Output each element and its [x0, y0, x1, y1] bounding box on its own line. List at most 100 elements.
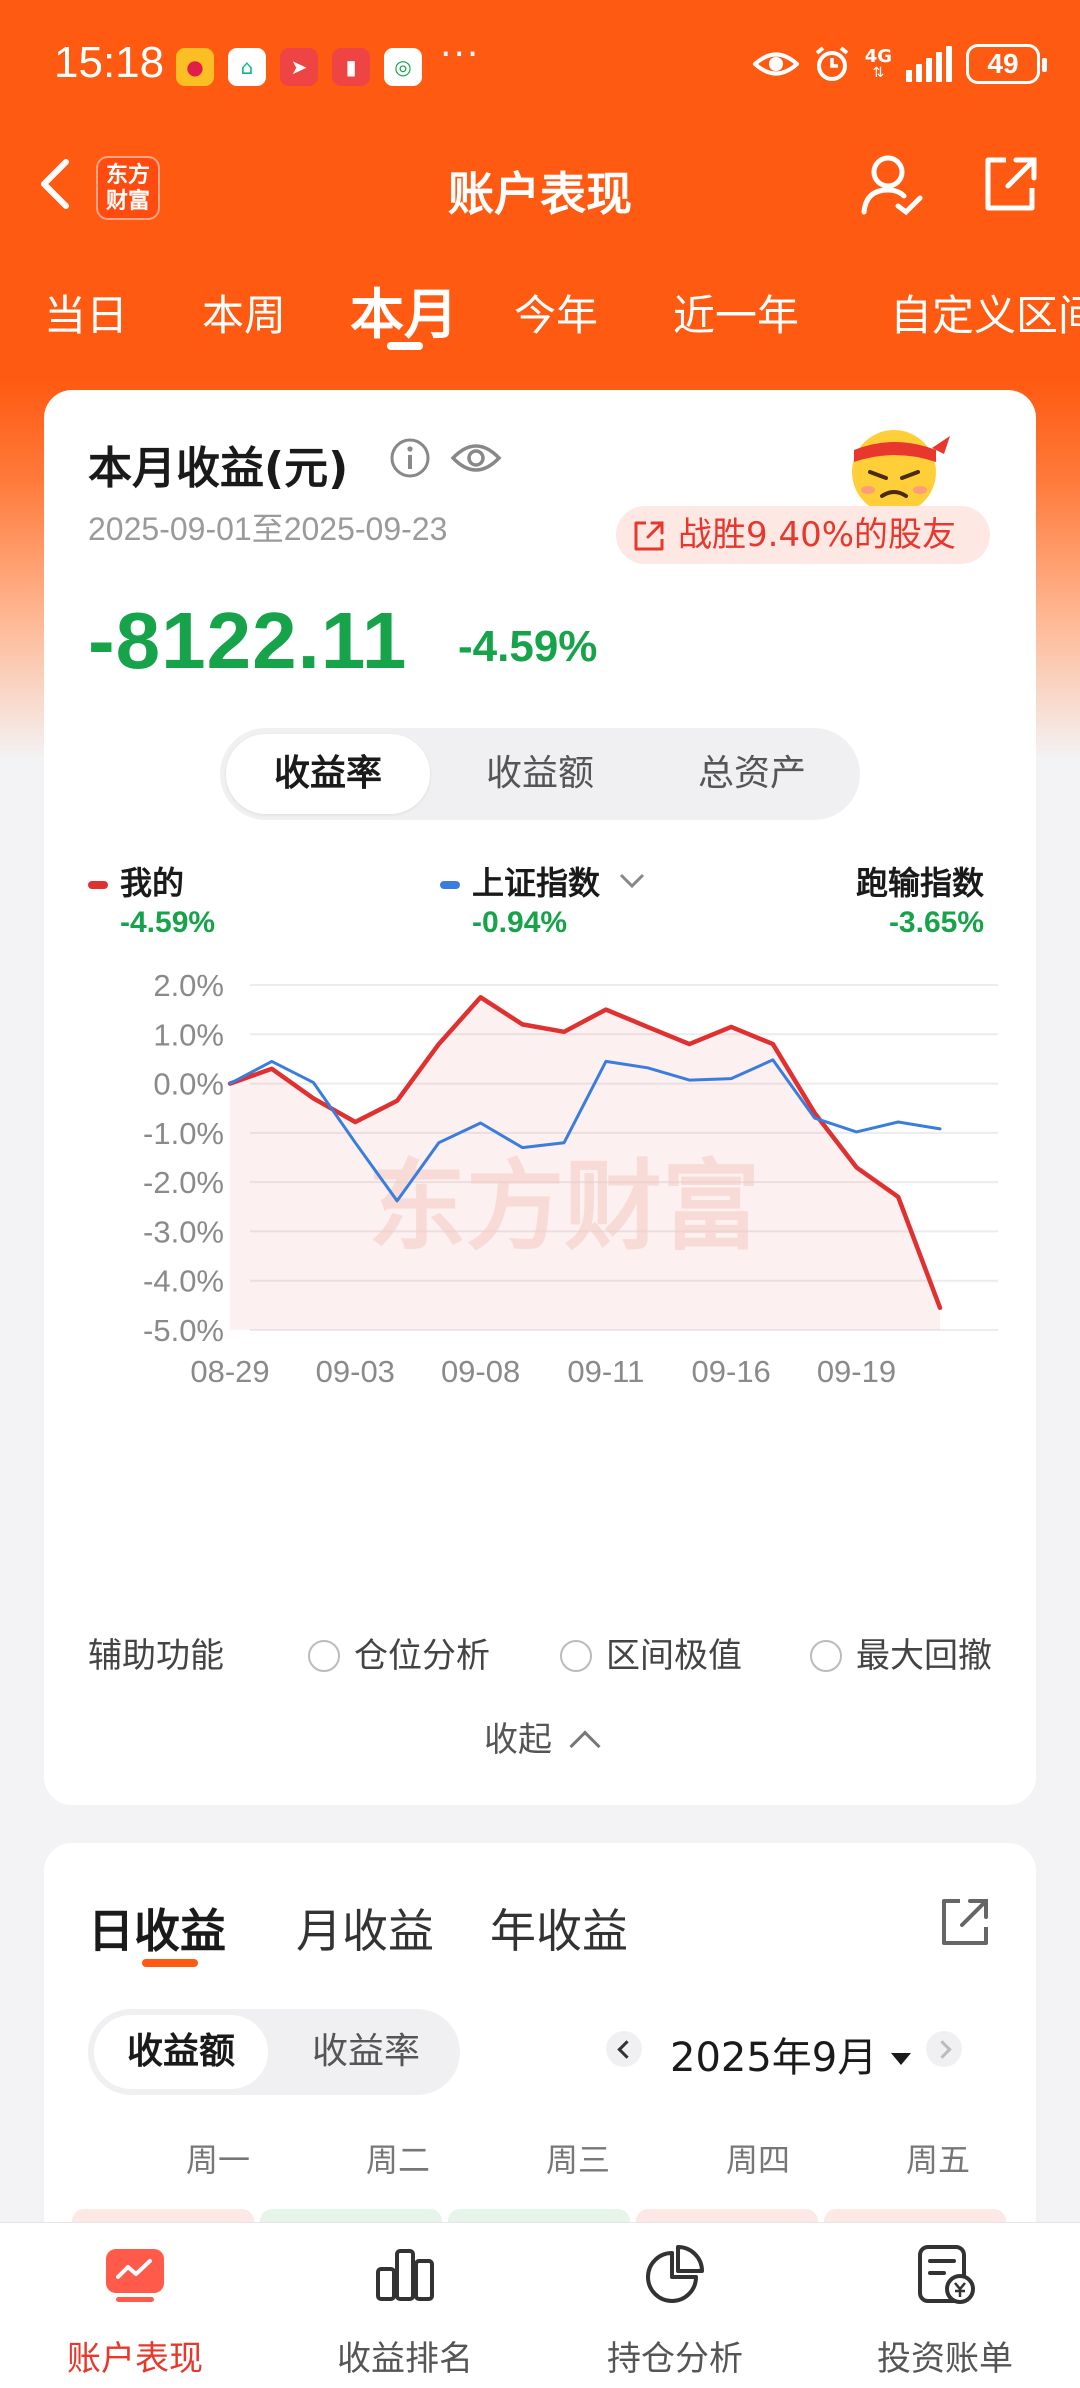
legend-index-selector[interactable]: 上证指数: [440, 858, 647, 904]
profit-percent: -4.59%: [458, 622, 598, 671]
beat-peers-text: 战胜9.40%的股友: [678, 515, 957, 555]
tab-past-year[interactable]: 近一年: [673, 291, 800, 340]
chart-x-tick-label: 09-03: [316, 1354, 395, 1389]
alarm-icon: [815, 46, 848, 81]
tab-today[interactable]: 当日: [44, 291, 129, 340]
bill-icon: [918, 2245, 975, 2304]
aux-option-max-drawdown[interactable]: 最大回撤: [810, 1628, 992, 1677]
send-app-icon: ➤: [280, 48, 318, 86]
bottom-nav-label: 投资账单: [877, 2339, 1013, 2379]
chart-x-tick-label: 08-29: [190, 1354, 269, 1389]
chart-y-tick-label: -5.0%: [143, 1313, 224, 1348]
weekday-wed: 周三: [545, 2141, 610, 2179]
chart-y-tick-label: 1.0%: [153, 1017, 224, 1052]
toggle-profit-rate[interactable]: 收益率: [311, 2031, 420, 2072]
collapse-button[interactable]: 收起: [44, 1712, 1036, 1762]
chart-series-line-index: [228, 1058, 942, 1203]
chart-x-tick-label: 09-19: [817, 1354, 896, 1389]
aux-option-extremes[interactable]: 区间极值: [560, 1628, 742, 1677]
chart-y-tick-label: -3.0%: [143, 1214, 224, 1249]
eye-visibility-icon[interactable]: [450, 438, 502, 478]
chart-y-tick-label: -2.0%: [143, 1165, 224, 1200]
stock-app-icon: ▮: [332, 48, 370, 86]
tab-custom-range[interactable]: 自定义区间: [890, 291, 1080, 340]
tab-yearly-profit[interactable]: 年收益: [490, 1904, 628, 1958]
bottom-nav-account-performance[interactable]: 账户表现: [0, 2223, 270, 2388]
monthly-profit-card: 本月收益(元) 2025-09-01至2025-09-23 战胜9.40%的股友…: [44, 390, 1036, 1805]
pie-chart-icon: [646, 2245, 704, 2303]
metric-tab-total-assets[interactable]: 总资产: [697, 753, 806, 794]
eastmoney-logo: 东方 财富: [96, 156, 160, 220]
chart-y-tick-label: 2.0%: [153, 968, 224, 1003]
beat-peers-badge[interactable]: 战胜9.40%的股友: [616, 506, 990, 564]
chevron-up-icon: [569, 1730, 601, 1762]
bottom-nav: 账户表现 收益排名 持仓分析 投资账单: [0, 2222, 1080, 2388]
chart-series-line-mine: [227, 995, 943, 1311]
nav-bar: 东方 财富 账户表现: [0, 130, 1080, 240]
status-more-dots: ···: [440, 34, 481, 75]
chart-area-mine: [230, 997, 940, 1330]
date-range: 2025-09-01至2025-09-23: [88, 511, 448, 547]
export-icon[interactable]: [938, 1895, 992, 1949]
bottom-nav-holdings-analysis[interactable]: 持仓分析: [540, 2223, 810, 2388]
metric-segmented-control: 收益率 收益额 总资产: [220, 728, 860, 820]
prev-month-button[interactable]: [606, 2031, 642, 2067]
aux-option-position[interactable]: 仓位分析: [308, 1628, 490, 1677]
bottom-nav-label: 持仓分析: [607, 2339, 743, 2379]
weibo-app-icon: ●: [176, 48, 214, 86]
month-selector[interactable]: 2025年9月: [670, 2025, 912, 2083]
bottom-nav-profit-ranking[interactable]: 收益排名: [270, 2223, 540, 2388]
metric-tab-return-amount[interactable]: 收益额: [485, 753, 594, 794]
period-tabs: 当日 本周 本月 今年 近一年 自定义区间: [0, 260, 1080, 360]
tab-monthly-profit[interactable]: 月收益: [296, 1904, 434, 1958]
caret-down-icon: [891, 2053, 912, 2065]
tab-this-week[interactable]: 本周: [202, 291, 287, 340]
tab-this-year[interactable]: 今年: [514, 291, 599, 340]
bottom-nav-label: 收益排名: [337, 2339, 473, 2379]
bar-ranking-icon: [376, 2249, 434, 2301]
next-month-button[interactable]: [926, 2031, 962, 2067]
profit-card-title: 本月收益(元): [88, 443, 349, 494]
bottom-nav-investment-bill[interactable]: 投资账单: [810, 2223, 1080, 2388]
share-small-icon: [634, 521, 664, 551]
legend-underperform-value: -3.65%: [888, 906, 984, 939]
status-indicators: 4G ⇅ 49: [752, 44, 1047, 84]
weekday-thu: 周四: [725, 2141, 790, 2179]
signal-icon: [906, 46, 952, 82]
toggle-profit-amount[interactable]: 收益额: [94, 2015, 268, 2089]
status-bar: 15:18 ● ⌂ ➤ ▮ ◎ ··· 4G ⇅ 49: [0, 30, 1080, 100]
radio-icon: [308, 1640, 340, 1672]
tab-this-month[interactable]: 本月: [350, 283, 458, 346]
legend-mine-value: -4.59%: [120, 906, 216, 939]
angry-face-emoji-icon: [852, 430, 950, 514]
info-icon[interactable]: [388, 436, 432, 480]
battery-icon: 49: [966, 44, 1047, 84]
status-time: 15:18: [54, 38, 165, 87]
tab-daily-profit[interactable]: 日收益: [88, 1904, 226, 1958]
chart-watermark: 东方财富: [368, 1150, 760, 1264]
chart-y-tick-label: -4.0%: [143, 1264, 224, 1299]
daily-tab-indicator: [142, 1959, 198, 1967]
mobile-app-icon: ◎: [384, 48, 422, 86]
chart-x-tick-label: 09-08: [441, 1354, 520, 1389]
page-title: 账户表现: [448, 167, 632, 221]
chart-x-tick-label: 09-16: [692, 1354, 771, 1389]
profit-amount: -8122.11: [88, 596, 408, 685]
daily-value-toggle: 收益额 收益率: [88, 2009, 460, 2095]
chart-y-tick-label: -1.0%: [143, 1116, 224, 1151]
status-app-icons: ● ⌂ ➤ ▮ ◎: [176, 48, 422, 86]
radio-icon: [810, 1640, 842, 1672]
bottom-nav-label: 账户表现: [67, 2339, 203, 2379]
aux-label: 辅助功能: [88, 1636, 224, 1676]
radio-icon: [560, 1640, 592, 1672]
back-arrow-icon[interactable]: [30, 154, 80, 214]
metric-tab-return-rate[interactable]: 收益率: [226, 734, 430, 814]
share-icon[interactable]: [980, 154, 1040, 214]
legend-index-value: -0.94%: [472, 906, 568, 939]
weekday-mon: 周一: [185, 2141, 250, 2179]
chart-x-tick-label: 09-11: [567, 1354, 644, 1389]
user-switch-icon[interactable]: [858, 152, 924, 218]
eye-comfort-icon: [752, 52, 799, 76]
home-app-icon: ⌂: [228, 48, 266, 86]
chart-y-tick-label: 0.0%: [153, 1067, 224, 1102]
